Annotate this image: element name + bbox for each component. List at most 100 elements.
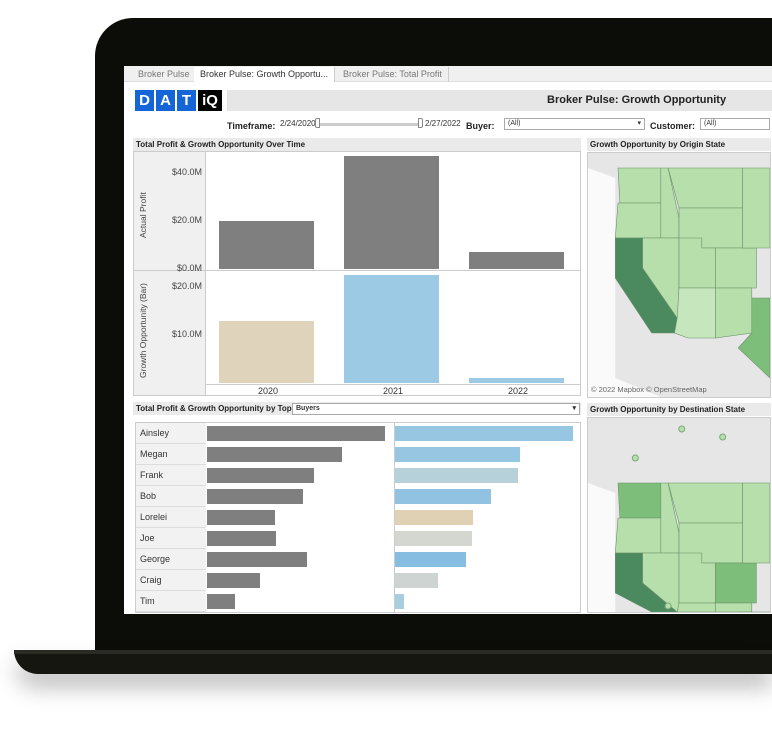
buyer-value: (All) <box>508 120 521 127</box>
y-tick-label: $20.0M <box>171 215 202 226</box>
x-tick-2021: 2021 <box>383 386 404 396</box>
dashboard-screen: Broker Pulse Broker Pulse: Growth Opport… <box>124 66 772 614</box>
row-label: George <box>136 549 206 570</box>
bar-2022 <box>469 252 564 269</box>
bar-2021 <box>344 156 439 269</box>
tab-growth-opportunity[interactable]: Broker Pulse: Growth Opportu... <box>194 67 336 82</box>
y-tick-label: $10.0M <box>171 329 202 340</box>
row-label: Joe <box>136 528 206 549</box>
profit-bar <box>207 510 275 525</box>
profit-bar <box>207 426 385 441</box>
series-divider <box>394 423 395 612</box>
profit-bar <box>207 573 261 588</box>
growth-bar <box>395 489 492 504</box>
city-marker <box>664 602 672 610</box>
logo-letter: iQ <box>198 90 222 111</box>
bar-2020 <box>219 221 314 269</box>
y-axis-label-profit: Actual Profit <box>138 192 148 238</box>
growth-bar <box>395 510 474 525</box>
axis-panel <box>134 152 206 395</box>
state-texas <box>737 297 771 379</box>
x-axis-line <box>206 384 580 385</box>
map-attribution: © 2022 Mapbox © OpenStreetMap <box>591 385 707 394</box>
bar-2020 <box>219 320 314 383</box>
logo-letter: T <box>177 90 196 111</box>
chevron-down-icon: ▾ <box>572 405 576 412</box>
growth-bar <box>395 468 518 483</box>
growth-bar <box>395 594 404 609</box>
profit-bar <box>207 552 307 567</box>
y-tick-label: $40.0M <box>171 167 202 178</box>
state-oregon <box>614 517 662 554</box>
row-label: Frank <box>136 465 206 486</box>
timeframe-end: 2/27/2022 <box>425 119 461 128</box>
origin-map-svg <box>588 153 771 397</box>
logo-letter: A <box>156 90 175 111</box>
state-montana <box>667 482 743 524</box>
profit-bar <box>207 531 277 546</box>
state-montana <box>667 167 743 209</box>
timeframe-label: Timeframe: <box>227 121 276 131</box>
row-label: Tim <box>136 591 206 612</box>
top10-title-text: Total Profit & Growth Opportunity by Top… <box>136 404 303 413</box>
profit-bar <box>207 447 343 462</box>
customer-value: (All) <box>704 120 717 127</box>
customer-label: Customer: <box>650 121 696 131</box>
destination-state-map[interactable] <box>587 417 771 613</box>
slider-handle-start[interactable] <box>315 118 320 128</box>
state-washington <box>617 482 662 519</box>
dimension-select[interactable]: Buyers ▾ <box>292 403 580 415</box>
state-colorado <box>715 562 757 604</box>
buyer-select[interactable]: (All) ▾ <box>504 118 645 130</box>
state-dakotas <box>742 167 771 249</box>
tab-total-profit[interactable]: Broker Pulse: Total Profit <box>337 67 449 82</box>
city-marker <box>631 454 639 462</box>
profit-bar <box>207 489 304 504</box>
state-colorado <box>715 247 757 289</box>
logo-letter: D <box>135 90 154 111</box>
customer-select[interactable]: (All) <box>700 118 770 130</box>
growth-bar <box>395 552 467 567</box>
row-label: Megan <box>136 444 206 465</box>
profit-bar <box>207 468 314 483</box>
bar-2022 <box>469 378 564 383</box>
y-tick-label: $0.0M <box>176 263 202 273</box>
dat-iq-logo: D A T iQ <box>135 90 222 111</box>
ocean <box>588 483 661 612</box>
growth-bar <box>395 573 438 588</box>
row-label: Bob <box>136 486 206 507</box>
state-dakotas <box>742 482 771 564</box>
destination-map-title: Growth Opportunity by Destination State <box>587 403 771 416</box>
row-label: Ainsley <box>136 423 206 444</box>
row-label: Lorelei <box>136 507 206 528</box>
state-arizona <box>674 602 716 613</box>
top10-chart: Ainsley Megan Frank Bob Lorelei Joe George Crai… <box>135 422 581 613</box>
origin-state-map[interactable]: © 2022 Mapbox © OpenStreetMap <box>587 152 771 398</box>
over-time-title: Total Profit & Growth Opportunity Over T… <box>133 138 581 151</box>
x-tick-2020: 2020 <box>258 386 279 396</box>
growth-bar <box>395 531 472 546</box>
tab-broker-pulse[interactable]: Broker Pulse <box>132 67 197 82</box>
tab-bar: Broker Pulse Broker Pulse: Growth Opport… <box>124 66 772 82</box>
city-marker <box>678 425 686 433</box>
state-new-mexico <box>715 602 753 613</box>
pane-divider <box>134 270 580 271</box>
destination-map-svg <box>588 418 771 613</box>
laptop-hinge <box>14 650 772 654</box>
bar-2021 <box>344 275 439 383</box>
timeframe-slider[interactable] <box>317 123 420 126</box>
chevron-down-icon: ▾ <box>637 120 641 127</box>
growth-bar <box>395 426 573 441</box>
laptop-base <box>14 650 772 674</box>
slider-handle-end[interactable] <box>418 118 423 128</box>
row-label: Craig <box>136 570 206 591</box>
over-time-chart: Actual Profit Growth Opportunity (Bar) $… <box>133 151 581 396</box>
origin-map-title: Growth Opportunity by Origin State <box>587 138 771 151</box>
page-title: Broker Pulse: Growth Opportunity <box>547 94 727 106</box>
y-axis-label-growth: Growth Opportunity (Bar) <box>138 283 148 378</box>
state-arizona <box>674 287 716 339</box>
state-washington <box>617 167 662 204</box>
timeframe-start: 2/24/2020 <box>280 119 316 128</box>
profit-bar <box>207 594 236 609</box>
y-tick-label: $20.0M <box>171 281 202 292</box>
